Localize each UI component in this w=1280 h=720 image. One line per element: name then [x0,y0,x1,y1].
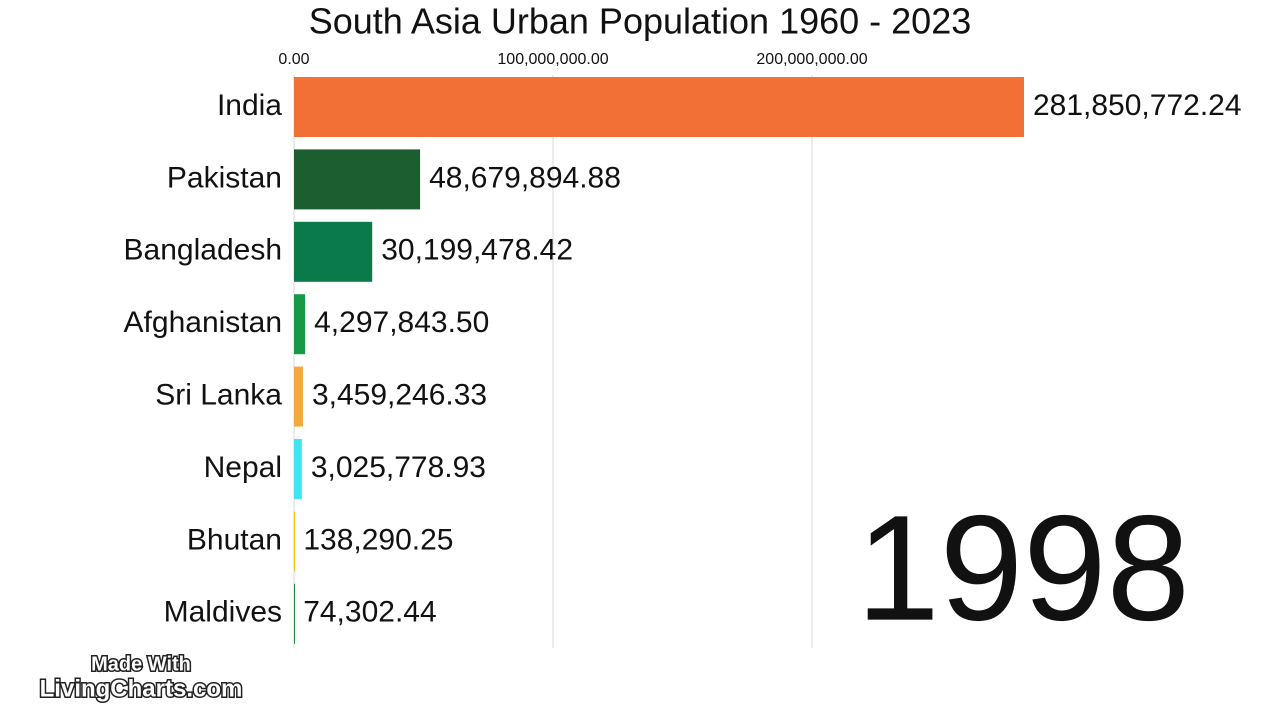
category-label: Afghanistan [124,306,282,339]
category-label: Bangladesh [124,234,282,267]
x-tick-label: 0.00 [278,51,309,68]
value-label: 281,850,772.24 [1033,89,1242,122]
value-label: 3,025,778.93 [311,451,486,484]
x-tick-label: 100,000,000.00 [497,51,608,68]
bar [294,439,302,499]
value-label: 74,302.44 [303,596,436,629]
value-label: 48,679,894.88 [429,161,621,194]
value-label: 138,290.25 [303,523,453,556]
category-label: Bhutan [187,523,282,556]
value-label: 3,459,246.33 [312,379,487,412]
category-label: Sri Lanka [155,379,282,412]
watermark: LivingCharts.com [40,675,243,702]
watermark: Made With [91,653,191,675]
bar [294,511,295,572]
bar [294,366,303,427]
bar [294,294,306,355]
value-label: 4,297,843.50 [314,306,489,339]
x-tick-label: 200,000,000.00 [756,51,867,68]
category-label: India [217,89,282,122]
year-label: 1998 [856,484,1190,652]
bar [294,221,373,282]
bar [294,583,295,644]
category-label: Maldives [164,596,282,629]
category-label: Pakistan [167,161,282,194]
chart-title: South Asia Urban Population 1960 - 2023 [309,1,971,42]
value-label: 30,199,478.42 [381,234,573,267]
bar [294,77,1024,137]
category-label: Nepal [204,451,282,484]
bar [294,149,421,210]
